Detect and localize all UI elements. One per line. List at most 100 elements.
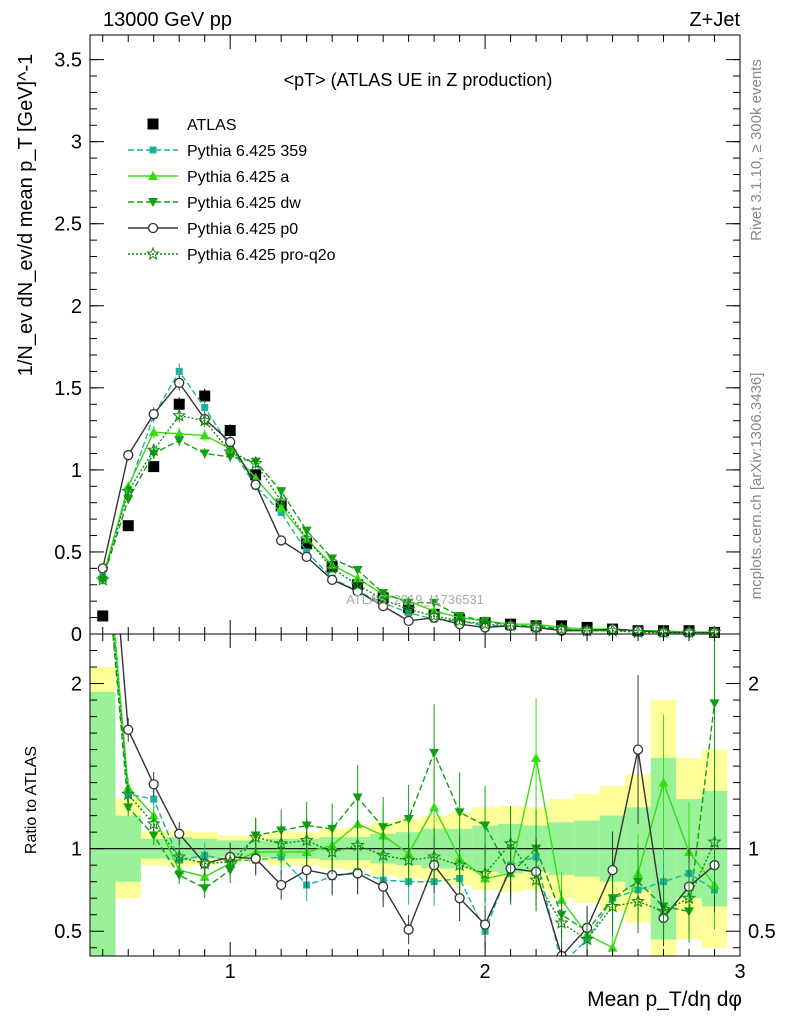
ratio-data-point (682, 890, 696, 905)
ratio-data-point (98, 497, 108, 506)
legend-label: Pythia 6.425 a (187, 169, 289, 186)
ratio-data-point (454, 893, 465, 904)
ratio-data-point (529, 872, 544, 887)
ratio-data-point (403, 814, 414, 824)
ratio-data-point (274, 836, 289, 850)
main-data-point (148, 408, 159, 420)
main-y-tick-label: 1.5 (54, 378, 82, 400)
main-data-point (199, 390, 211, 402)
main-data-point (376, 592, 391, 606)
ratio-data-point (98, 514, 108, 523)
legend: ATLAS Pythia 6.425 359 Pythia 6.425 a Pythi… (128, 117, 336, 264)
ratio-plot: 0.5 0.5 1 1 2 2 1 2 3 (54, 497, 776, 983)
ratio-data-point (452, 857, 467, 872)
main-data-point (452, 613, 467, 627)
ratio-data-point (199, 884, 210, 894)
main-data-point (174, 428, 185, 438)
ratio-data-point (503, 836, 518, 850)
main-data-point (580, 623, 595, 637)
main-data-point (174, 377, 185, 389)
main-data-point (223, 444, 238, 458)
ratio-data-point (558, 961, 565, 968)
ratio-data-point (146, 816, 161, 830)
legend-label: Pythia 6.425 359 (187, 143, 307, 160)
main-data-point (427, 608, 442, 622)
main-y-axis-label: 1/N_ev dN_ev/d mean p_T [GeV]^-1 (15, 54, 37, 377)
main-data-point (197, 413, 212, 427)
main-data-point (276, 487, 287, 497)
ratio-data-point (325, 844, 340, 858)
ratio-data-point (248, 829, 263, 844)
ratio-data-point (301, 864, 312, 876)
main-y-tick-label: 3 (71, 132, 82, 154)
main-data-point (199, 449, 210, 459)
main-data-point (401, 602, 416, 616)
main-y-tick-label: 2.5 (54, 214, 82, 236)
ratio-data-point (148, 779, 159, 790)
legend-marker (148, 171, 158, 180)
main-data-point (327, 574, 338, 585)
ratio-data-point (658, 777, 669, 787)
main-data-point (277, 509, 285, 517)
ratio-data-point (174, 828, 185, 839)
main-data-point (478, 616, 493, 631)
uncertainty-band-inner (90, 691, 116, 956)
ratio-content (90, 497, 740, 968)
ratio-y-tick-label-right: 1 (748, 839, 759, 861)
ratio-y-tick-label-right: 0.5 (748, 921, 776, 943)
main-data-point (301, 551, 312, 563)
ratio-y-tick-label: 1 (71, 839, 82, 861)
main-data-point (175, 367, 183, 375)
main-data-point (405, 609, 413, 617)
ratio-data-point (378, 823, 389, 833)
main-data-point (350, 577, 365, 591)
ratio-data-point (709, 699, 720, 709)
main-data-point (299, 531, 314, 545)
x-tick-label: 2 (480, 961, 491, 983)
main-data-point (121, 483, 136, 498)
main-data-point (123, 449, 134, 461)
ratio-data-point (580, 932, 595, 946)
main-data-point (224, 425, 236, 437)
main-plot: 0 0.5 1 1.5 2 2.5 3 3.5 (54, 34, 741, 646)
ratio-data-point (607, 942, 618, 952)
ratio-data-point (607, 864, 618, 876)
ratio-data-point (174, 871, 185, 881)
ratio-data-point (403, 924, 414, 935)
main-data-point (301, 538, 313, 550)
main-data-point (199, 430, 210, 440)
legend-entry: Pythia 6.425 p0 (128, 221, 298, 238)
mcplots-text: mcplots.cern.ch [arXiv:1306.3436] (748, 373, 765, 600)
main-data-point (97, 610, 109, 622)
main-data-point (301, 526, 312, 536)
main-data-point (148, 461, 160, 473)
legend-label: ATLAS (187, 117, 237, 134)
ratio-data-point (250, 853, 261, 864)
ratio-data-point (377, 881, 389, 892)
ratio-data-point (630, 894, 645, 908)
ratio-data-point (276, 879, 287, 891)
main-data-point (122, 520, 134, 532)
main-series (95, 408, 722, 639)
legend-entry: Pythia 6.425 dw (128, 195, 301, 212)
ratio-data-point (97, 512, 109, 523)
ratio-data-point (554, 915, 569, 929)
main-data-point (173, 398, 185, 410)
ratio-data-point (150, 795, 158, 803)
main-y-tick-label: 0.5 (54, 542, 82, 564)
main-data-point (403, 615, 414, 627)
legend-marker (147, 118, 159, 130)
ratio-data-point (401, 852, 416, 867)
ratio-data-point (299, 833, 314, 847)
header-left: 13000 GeV pp (103, 9, 232, 31)
ratio-data-point (352, 793, 363, 803)
legend-entry: Pythia 6.425 pro-q2o (128, 246, 336, 264)
legend-marker (149, 146, 157, 154)
main-data-point (276, 535, 287, 546)
main-data-point (429, 598, 440, 608)
ratio-data-point (605, 899, 620, 913)
x-tick-label: 1 (225, 961, 236, 983)
ratio-data-point (480, 821, 491, 831)
legend-label: Pythia 6.425 pro-q2o (187, 247, 336, 264)
